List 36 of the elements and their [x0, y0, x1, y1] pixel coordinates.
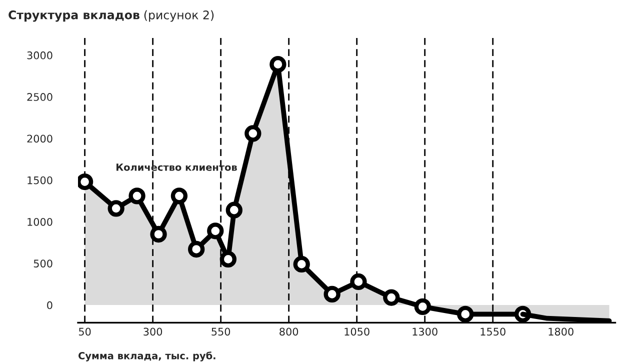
y-tick-label: 3000: [27, 51, 52, 60]
point: [350, 273, 367, 290]
point: [170, 188, 188, 204]
chart-title: Структура вкладов: [8, 10, 140, 22]
x-tick-label: 550: [212, 328, 230, 336]
x-tick-label: 800: [280, 328, 298, 336]
point: [244, 125, 262, 142]
y-tick-label: 2000: [27, 134, 52, 143]
point: [293, 256, 310, 273]
point: [150, 226, 167, 243]
point: [108, 200, 124, 217]
point: [78, 173, 94, 190]
y-tick-label: 0: [47, 301, 52, 310]
x-tick-label: 50: [78, 328, 91, 336]
point: [128, 188, 146, 204]
point: [226, 202, 242, 218]
x-axis-title: Сумма вклада, тыс. руб.: [78, 352, 216, 362]
point: [383, 289, 400, 306]
y-tick-label: 2500: [27, 93, 52, 101]
x-tick-label: 1050: [344, 328, 370, 336]
point: [324, 286, 340, 303]
x-tick-label: 1550: [480, 328, 506, 336]
y-tick-label: 500: [34, 260, 52, 268]
x-tick-label: 300: [144, 328, 162, 336]
x-tick-label: 1300: [412, 328, 438, 336]
point: [414, 298, 431, 316]
chart-subtitle: (рисунок 2): [144, 10, 214, 22]
point: [270, 56, 286, 73]
x-tick-label: 1800: [548, 328, 574, 336]
point: [207, 222, 224, 240]
point: [220, 250, 236, 268]
point: [457, 306, 474, 323]
series-label: Количество клиентов: [116, 164, 237, 171]
y-tick-label: 1000: [28, 218, 52, 226]
y-tick-label: 1500: [28, 176, 52, 184]
point: [188, 240, 205, 258]
